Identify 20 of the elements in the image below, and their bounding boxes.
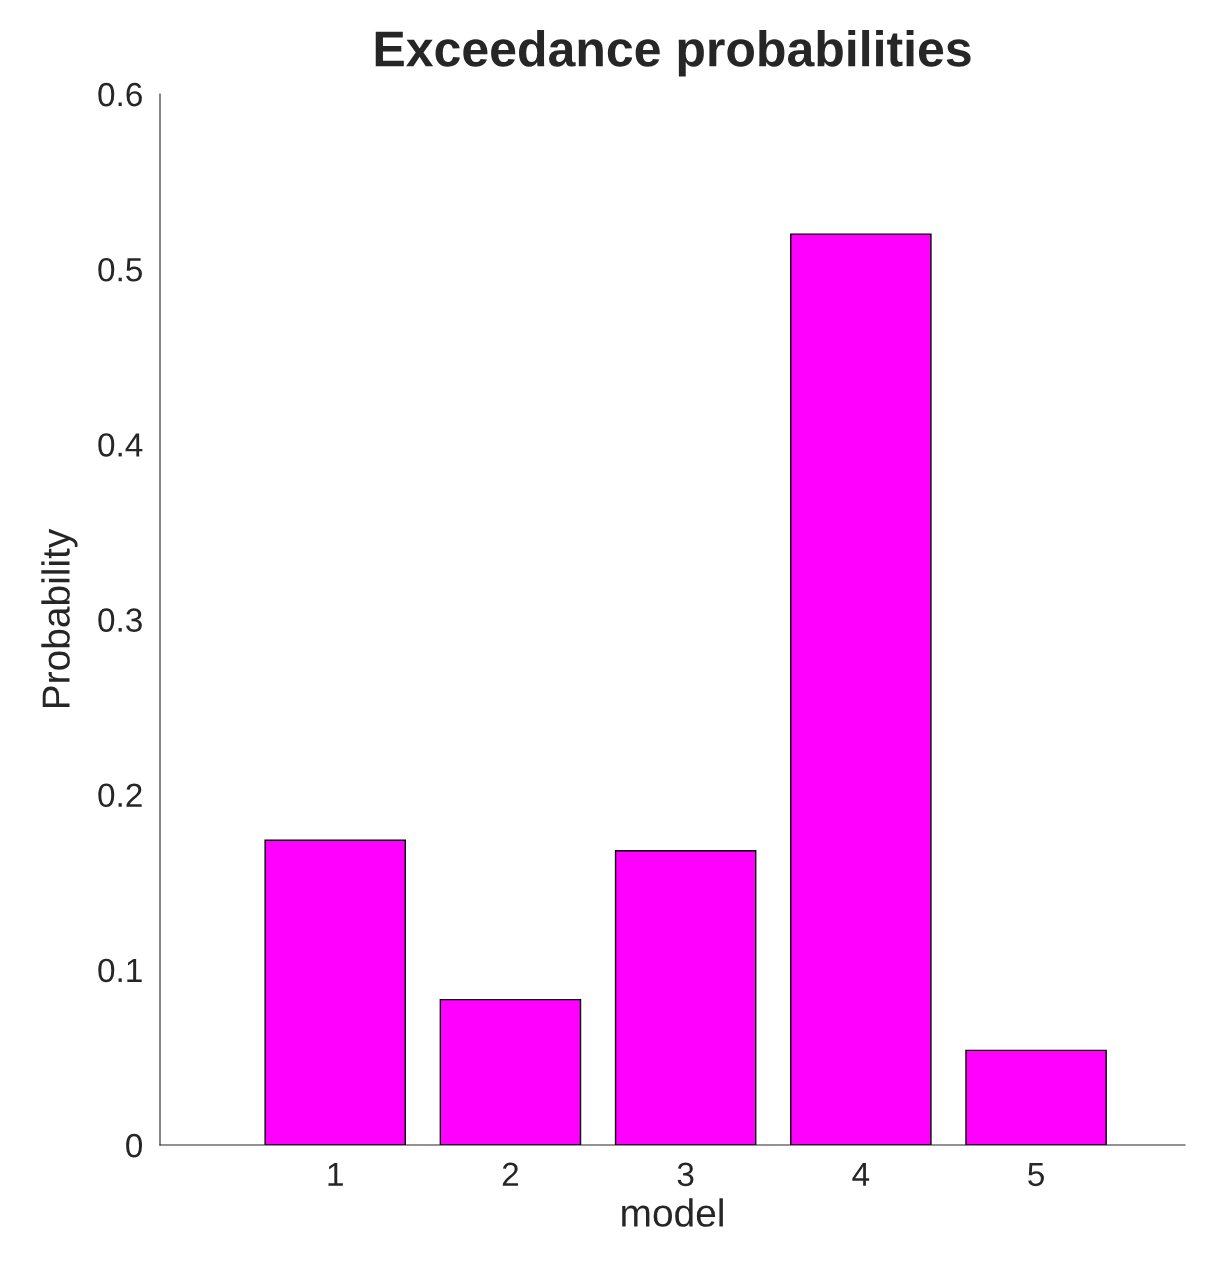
y-tick-label: 0.2 (98, 783, 142, 808)
y-tick-label: 0 (126, 1133, 143, 1158)
y-tick-label: 0.6 (98, 82, 142, 107)
y-tick-label: 0.3 (98, 608, 142, 632)
x-tick-label: 2 (502, 1162, 519, 1186)
bar (790, 233, 932, 1145)
bar (965, 1049, 1107, 1145)
x-tick-label: 4 (852, 1162, 870, 1186)
y-axis-title: Probability (41, 528, 78, 708)
x-tick-label: 3 (677, 1162, 694, 1187)
chart-title: Exceedance probabilities (375, 29, 971, 77)
y-tick-label: 0.1 (98, 958, 142, 983)
y-tick-label: 0.5 (98, 257, 142, 282)
bar (264, 839, 406, 1145)
bar (439, 998, 582, 1145)
x-tick-label: 5 (1028, 1162, 1044, 1187)
x-tick-label: 1 (328, 1162, 343, 1186)
x-axis-title: model (622, 1198, 723, 1227)
bar (614, 850, 757, 1145)
y-tick-label: 0.4 (98, 433, 143, 457)
